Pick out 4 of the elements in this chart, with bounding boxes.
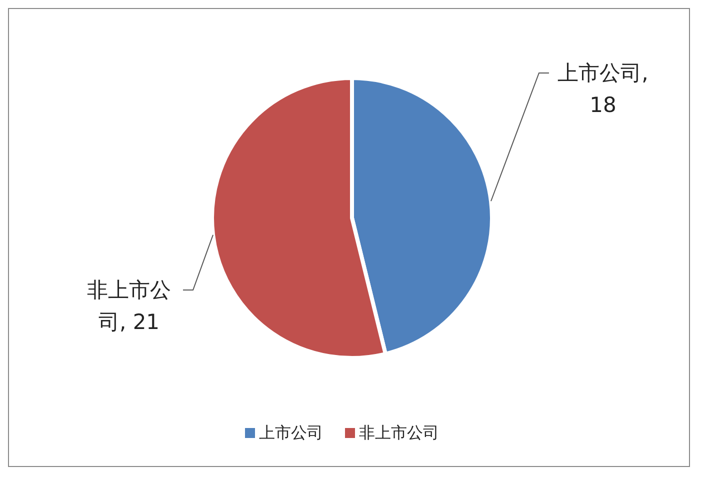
data-label: 非上市公司, 21 (86, 277, 172, 336)
data-label: 上市公司, 18 (556, 60, 650, 119)
legend-label: 非上市公司 (359, 423, 439, 442)
legend-label: 上市公司 (259, 423, 323, 442)
